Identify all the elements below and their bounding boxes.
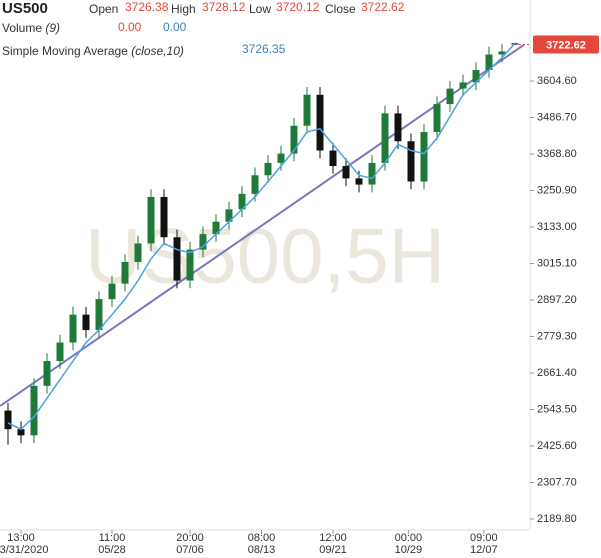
candle-body [173,237,181,281]
candle-body [134,243,142,262]
x-tick-label: 08:00 [248,532,276,544]
volume-label: Volume (9) [2,21,60,35]
candle-body [433,104,441,132]
candle-body [186,249,194,281]
y-tick-label: 3133.00 [537,221,577,233]
y-tick-label: 2779.30 [537,330,577,342]
x-tick-label: 13:00 [7,532,35,544]
candle-body [355,178,363,185]
candle-body [459,82,467,89]
sma-label-text: Simple Moving Average [2,44,128,58]
sma-label: Simple Moving Average (close,10) [2,44,184,58]
candle-body [95,299,103,331]
candle-body [212,221,220,235]
low-value: 3720.12 [276,0,320,14]
last-price-badge [533,35,599,54]
y-tick-label: 2425.60 [537,440,577,452]
open-value: 3726.38 [125,0,169,14]
close-label: Close [325,2,356,16]
candle-body [277,153,285,163]
candle-body [472,70,480,83]
x-tick-date: 03/31/2020 [0,544,49,556]
sma-value: 3726.35 [242,42,286,56]
candle-body [238,193,246,210]
sma-line [7,42,516,431]
high-value: 3728.12 [202,0,246,14]
y-tick-label: 3486.70 [537,111,577,123]
x-tick-label: 20:00 [176,532,204,544]
candle-body [30,385,38,436]
candle-body [342,166,350,179]
candle-body [264,162,272,176]
candle-body [160,196,168,238]
x-tick-date: 07/06 [176,544,204,556]
x-tick-date: 12/07 [470,544,498,556]
y-tick-label: 2189.80 [537,513,577,525]
candle-body [108,283,116,300]
candle-body [485,54,493,71]
symbol: US500 [2,0,48,17]
candle-body [368,162,376,185]
x-tick-date: 09/21 [319,544,347,556]
x-tick-label: 09:00 [470,532,498,544]
x-tick-date: 10/29 [395,544,423,556]
x-tick-label: 11:00 [99,532,126,544]
candle-body [251,175,259,194]
y-tick-label: 3604.60 [537,75,577,87]
high-label: High [171,2,196,16]
candle-body [290,125,298,154]
y-tick-label: 3368.80 [537,148,577,160]
candle-body [498,51,506,55]
candle-body [69,314,77,343]
candle-body [4,410,12,430]
y-tick-label: 2897.20 [537,294,577,306]
candle-body [381,113,389,163]
volume-value: 0.00 [118,20,142,34]
x-tick-date: 05/28 [98,544,126,556]
y-tick-label: 3250.90 [537,184,577,196]
candle-body [420,131,428,182]
y-tick-label: 3015.10 [537,257,577,269]
candle-body [199,234,207,250]
candle-body [394,113,402,142]
candle-body [225,209,233,222]
y-tick-label: 2307.70 [537,476,577,488]
y-tick-label: 2661.40 [537,367,577,379]
candle-body [303,94,311,126]
candle-body [56,342,64,362]
candle-body [147,196,155,244]
x-tick-label: 12:00 [319,532,347,544]
candle-body [43,361,51,386]
last-price-label: 3722.62 [546,39,586,51]
candle-body [121,261,129,284]
close-value: 3722.62 [361,0,405,14]
y-tick-label: 2543.50 [537,403,577,415]
candle-body [329,150,337,167]
candle-body [407,141,415,182]
candle-body [316,94,324,151]
sma-params: (close,10) [131,44,184,58]
watermark: US500,5H [85,212,445,300]
volume-params: (9) [45,21,61,35]
x-tick-date: 08/13 [248,544,276,556]
low-label: Low [249,2,272,16]
open-label: Open [89,2,119,16]
candle-body [82,314,90,331]
candle-body [17,429,25,436]
x-tick-label: 00:00 [395,532,423,544]
volume-label-text: Volume [2,21,43,35]
candle-body [446,88,454,105]
volume-value: 0.00 [163,20,187,34]
